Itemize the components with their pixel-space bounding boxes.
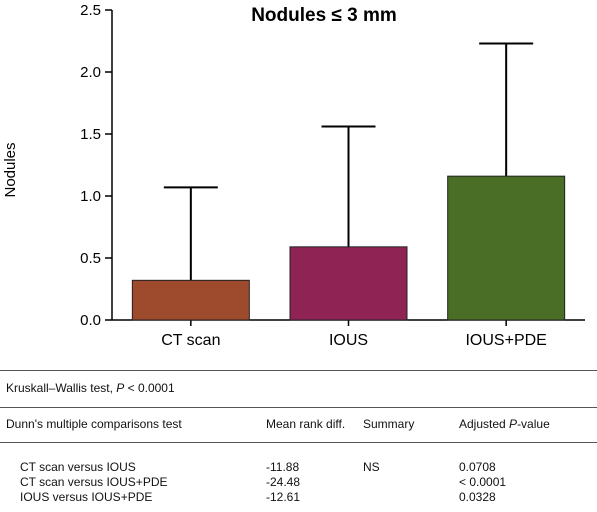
comparison-cell: CT scan versus IOUS [20,460,136,474]
y-tick-label: 2.0 [80,64,101,81]
y-tick-label: 0.0 [80,312,101,329]
bottom-rule [0,442,597,443]
adjusted-p-cell: < 0.0001 [459,475,507,489]
top-rule [0,370,597,371]
bar-ious [289,246,408,321]
header-mean-rank-diff: Mean rank diff. [266,417,346,431]
error-bars [163,42,534,281]
kruskal-text: Kruskall–Wallis test, [6,381,117,395]
bar-chart: Nodules ≤ 3 mm Nodules 0.0 0.5 1.0 1.5 2.0 2.… [2,2,585,349]
header-adjusted-suffix: -value [517,417,550,431]
middle-rule [0,407,597,408]
header-summary: Summary [363,417,415,431]
category-label: IOUS+PDE [465,332,546,349]
y-axis-label: Nodules [2,142,19,197]
mean-rank-diff-cell: -12.61 [266,490,301,504]
category-label: IOUS [329,332,368,349]
header-adjusted-p: Adjusted P-value [459,417,550,431]
y-tick-label: 1.0 [80,188,101,205]
category-labels: CT scan IOUS IOUS+PDE [161,332,547,349]
comparison-cell: IOUS versus IOUS+PDE [20,490,153,504]
statistics-table: Kruskall–Wallis test, P < 0.0001 Dunn's … [0,370,597,512]
adjusted-p-cell: 0.0328 [459,490,496,504]
y-tick-label: 2.5 [80,2,101,19]
adjusted-p-cell: 0.0708 [459,460,496,474]
y-tick-label: 1.5 [80,126,101,143]
header-adjusted-p-letter: P [509,417,518,431]
header-adjusted-prefix: Adjusted [459,417,510,431]
mean-rank-diff-cell: -24.48 [266,475,301,489]
chart-title: Nodules ≤ 3 mm [251,5,397,26]
bar-ious-pde [447,175,566,321]
summary-cell: NS [363,460,380,474]
x-axis [112,319,585,326]
header-test: Dunn's multiple comparisons test [6,417,182,431]
comparison-cell: CT scan versus IOUS+PDE [20,475,168,489]
bars [131,175,566,321]
y-tick-label: 0.5 [80,250,101,267]
mean-rank-diff-cell: -11.88 [266,460,300,474]
kruskal-p-label: P [116,381,125,395]
category-label: CT scan [161,332,220,349]
kruskal-wallis-result: Kruskall–Wallis test, P < 0.0001 [6,381,175,395]
kruskal-p-value: < 0.0001 [124,381,175,395]
y-axis: 0.0 0.5 1.0 1.5 2.0 2.5 [80,2,113,329]
bar-ct-scan [131,279,250,321]
